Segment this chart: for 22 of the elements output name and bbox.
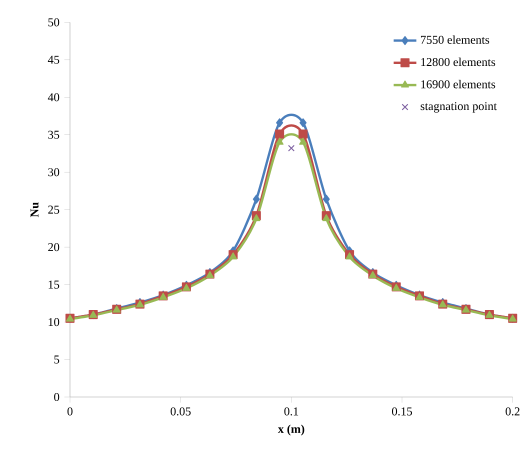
y-tick-label: 5	[54, 356, 60, 364]
legend-label: 7550 elements	[420, 35, 490, 44]
y-tick-label: 10	[48, 318, 60, 326]
legend-label: 12800 elements	[421, 58, 496, 66]
x-tick-label: 0.2	[506, 407, 520, 416]
x-axis-title: x (m)	[278, 424, 304, 436]
x-tick-label: 0	[67, 407, 73, 416]
legend-label: 16900 elements	[421, 80, 496, 88]
y-tick-label: 15	[48, 280, 60, 289]
y-tick-label: 45	[48, 56, 60, 64]
y-tick-label: 30	[48, 168, 60, 176]
y-tick-label: 50	[48, 18, 60, 26]
y-tick-label: 0	[54, 392, 60, 402]
y-tick-label: 40	[48, 93, 60, 102]
x-tick-label: 0.1	[284, 407, 298, 416]
y-tick-label: 25	[48, 206, 60, 214]
y-tick-label: 20	[48, 243, 60, 252]
y-axis-title: Nu	[30, 202, 39, 218]
x-tick-label: 0.05	[170, 407, 191, 416]
legend-label: stagnation point	[420, 102, 497, 113]
x-tick-label: 0.15	[392, 407, 412, 416]
y-tick-label: 35	[48, 130, 60, 139]
